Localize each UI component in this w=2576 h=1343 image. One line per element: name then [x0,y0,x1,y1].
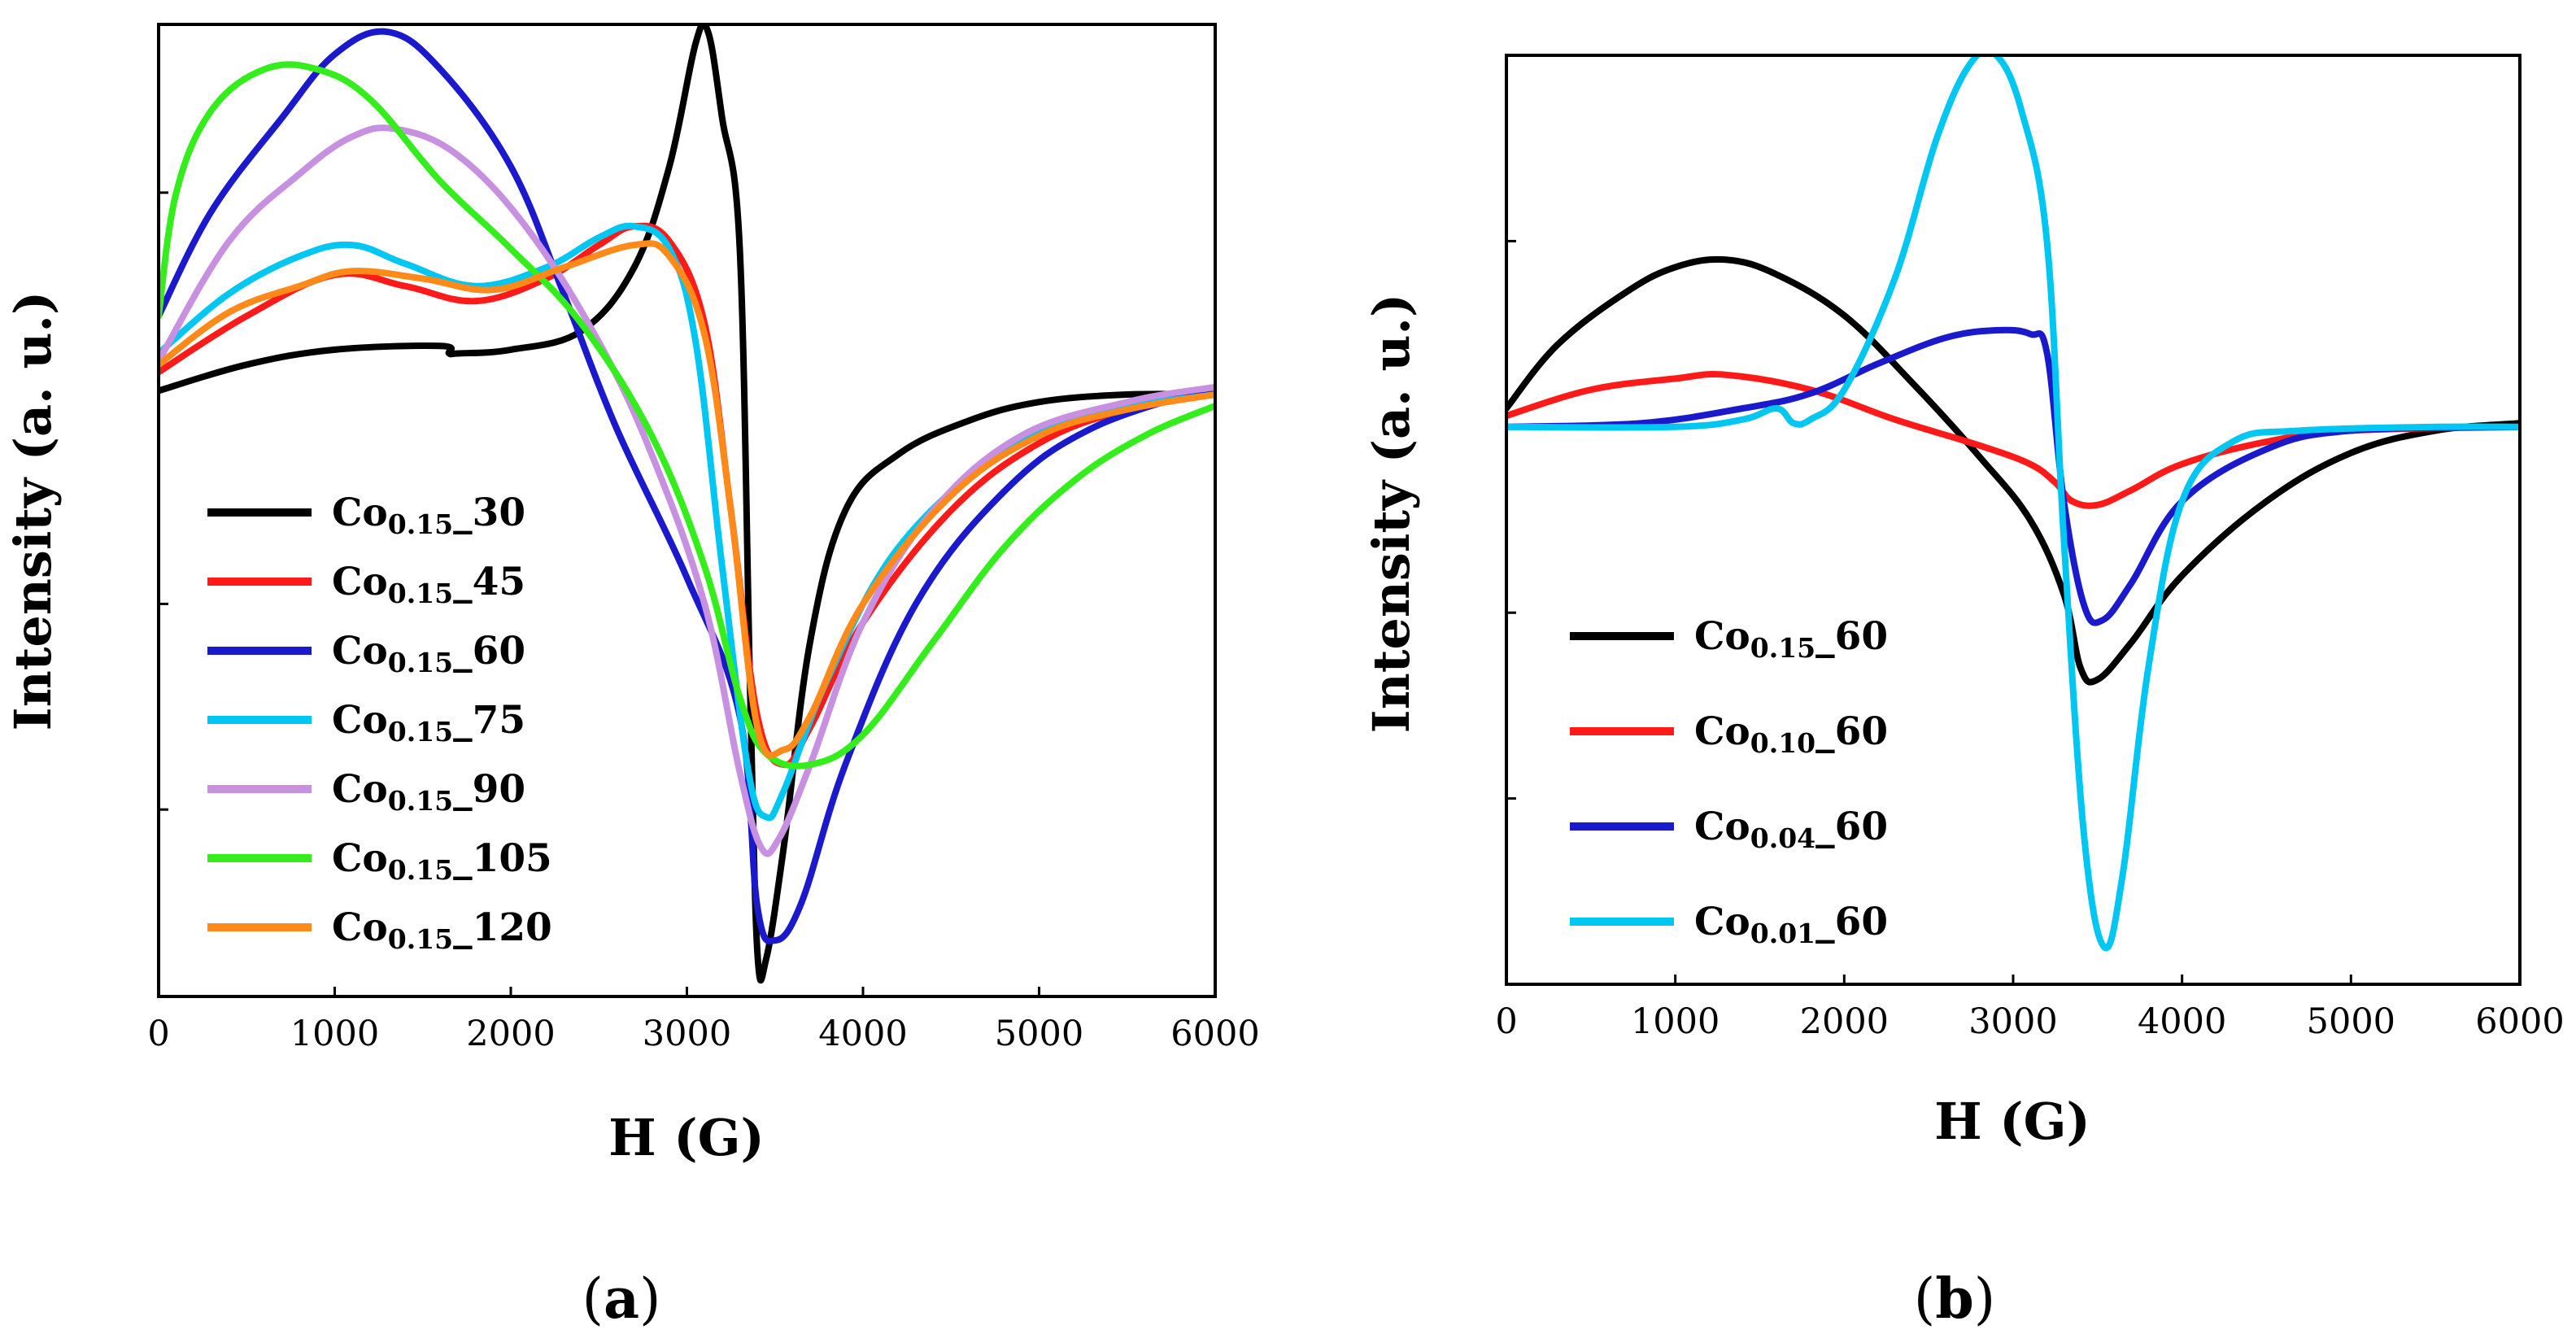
y-axis-title: Intensity (a. u.) [3,291,63,731]
plot-frame [1505,54,2522,986]
legend-label: Co0.15_75 [332,698,525,748]
legend: Co0.15_60 Co0.10_60 Co0.04_60 Co0.01_60 [1570,614,1888,949]
x-tick-label: 6000 [2475,1001,2564,1042]
legend-label: Co0.15_105 [332,836,552,886]
x-tick-label: 0 [147,1014,169,1054]
x-tick-label: 5000 [2307,1001,2395,1042]
panel-b: 0 1000 2000 3000 4000 5000 6000 H (G) Intensity … [1362,54,2565,1332]
x-tick-label: 4000 [2138,1001,2226,1042]
panel-label: (a) [582,1267,660,1332]
legend-label: Co0.15_45 [332,560,525,609]
series-line-co0-15-75 [159,222,1215,822]
series-line-co0-15-60 [159,28,1215,944]
series-line-co0-10-60 [1506,371,2520,509]
x-tick-label: 2000 [1800,1001,1889,1042]
series-line-co0-04-60 [1506,326,2520,626]
legend: Co0.15_30 Co0.15_45 Co0.15_60 Co0.15_75 Co0.… [207,491,552,955]
series-line-co0-01-60 [1506,55,2520,952]
legend-label: Co0.04_60 [1694,804,1888,854]
legend-label: Co0.15_90 [332,767,525,817]
x-axis-title: H (G) [1934,1092,2090,1151]
x-tick-label: 1000 [290,1014,379,1054]
x-tick-label: 1000 [1631,1001,1720,1042]
x-tick-label: 3000 [643,1014,731,1054]
legend-label: Co0.15_120 [332,905,552,955]
series-line-co0-15-105 [159,61,1215,770]
x-tick-label: 6000 [1170,1014,1259,1054]
series-lines [159,24,1215,984]
x-axis-title: H (G) [608,1108,765,1167]
series-line-co0-15-120 [159,240,1215,759]
series-line-co0-15-60 [1506,255,2520,686]
series-line-co0-15-30 [159,24,1215,984]
legend-label: Co0.15_60 [1694,614,1888,664]
x-tick-label: 4000 [818,1014,907,1054]
legend-label: Co0.10_60 [1694,709,1888,759]
x-tick-label: 0 [1495,1001,1517,1042]
panel-label: (b) [1914,1267,1996,1332]
legend-label: Co0.01_60 [1694,900,1888,949]
x-tick-label: 5000 [995,1014,1083,1054]
legend-label: Co0.15_60 [332,629,525,678]
x-tick-label: 2000 [466,1014,555,1054]
y-axis-title: Intensity (a. u.) [1362,294,1421,734]
legend-label: Co0.15_30 [332,491,525,540]
x-tick-label: 3000 [1968,1001,2057,1042]
series-lines [1506,55,2520,952]
panel-a: 0 1000 2000 3000 4000 5000 6000 H (G) Intensity … [3,23,1260,1332]
series-line-co0-15-90 [159,124,1215,857]
